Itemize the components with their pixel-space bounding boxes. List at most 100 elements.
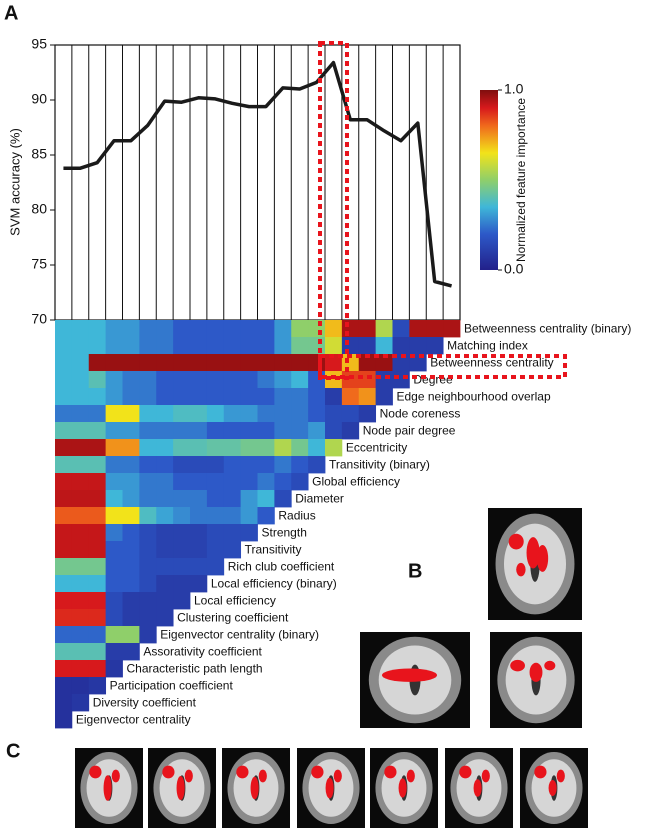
- heatmap-cell: [274, 388, 292, 406]
- heatmap-cell: [190, 541, 208, 559]
- heatmap-cell: [274, 405, 292, 423]
- heatmap-cell: [71, 507, 90, 525]
- activation-blob: [250, 776, 259, 800]
- heatmap-cell: [257, 456, 275, 474]
- heatmap-cell: [156, 575, 174, 593]
- heatmap-cell: [71, 609, 90, 627]
- heatmap-cell: [156, 371, 174, 389]
- heatmap-cell: [105, 541, 123, 559]
- heatmap-cell: [409, 337, 427, 355]
- heatmap-cell: [88, 439, 107, 457]
- heatmap-cell: [173, 524, 191, 542]
- heatmap-cell: [139, 609, 157, 627]
- heatmap-cell: [190, 439, 208, 457]
- heatmap-cell: [122, 490, 140, 508]
- activation-blob: [184, 769, 193, 783]
- heatmap-cell: [122, 609, 140, 627]
- heatmap-cell: [71, 456, 90, 474]
- heatmap-cell: [274, 456, 292, 474]
- heatmap-cell: [105, 422, 123, 440]
- row-label: Node coreness: [380, 407, 461, 421]
- heatmap-cell: [105, 320, 123, 338]
- row-label: Local efficiency: [194, 594, 276, 608]
- heatmap-cell: [358, 337, 377, 355]
- heatmap-cell: [71, 490, 90, 508]
- heatmap-cell: [206, 490, 225, 508]
- heatmap-cell: [55, 643, 73, 661]
- activation-blob: [382, 668, 437, 682]
- heatmap-cell: [223, 473, 242, 491]
- heatmap-cell: [139, 439, 157, 457]
- heatmap-cell: [375, 354, 393, 372]
- heatmap-cell: [173, 320, 191, 338]
- activation-blob: [473, 779, 482, 797]
- heatmap-cell: [257, 473, 275, 491]
- heatmap-cell: [88, 388, 107, 406]
- heatmap-cell: [105, 626, 123, 644]
- activation-blob: [534, 765, 547, 779]
- heatmap-cell: [274, 371, 292, 389]
- heatmap-cell: [122, 626, 140, 644]
- heatmap-cell: [156, 456, 174, 474]
- heatmap-cell: [55, 320, 73, 338]
- heatmap-cell: [105, 337, 123, 355]
- heatmap-cell: [257, 354, 275, 372]
- heatmap-cell: [122, 388, 140, 406]
- heatmap-cell: [122, 524, 140, 542]
- heatmap-cell: [206, 337, 225, 355]
- heatmap-cell: [257, 439, 275, 457]
- heatmap-cell: [206, 473, 225, 491]
- heatmap-cell: [139, 524, 157, 542]
- heatmap-cell: [55, 337, 73, 355]
- heatmap-cell: [71, 320, 90, 338]
- heatmap-cell: [88, 541, 107, 559]
- colorbar-tick-label: 1.0: [504, 81, 524, 97]
- heatmap-cell: [156, 422, 174, 440]
- heatmap-cell: [156, 490, 174, 508]
- activation-blob: [406, 769, 415, 783]
- heatmap-cell: [71, 354, 90, 372]
- heatmap-cell: [392, 320, 410, 338]
- heatmap-cell: [55, 660, 73, 678]
- heatmap-cell: [240, 405, 258, 423]
- heatmap-cell: [409, 354, 427, 372]
- heatmap-cell: [257, 371, 275, 389]
- heatmap-cell: [156, 354, 174, 372]
- heatmap-cell: [257, 490, 275, 508]
- heatmap-cell: [206, 388, 225, 406]
- heatmap-cell: [206, 422, 225, 440]
- heatmap-cell: [88, 626, 107, 644]
- heatmap-cell: [325, 422, 343, 440]
- heatmap-cell: [156, 541, 174, 559]
- activation-blob: [536, 544, 549, 572]
- heatmap-cell: [156, 405, 174, 423]
- heatmap-cell: [190, 337, 208, 355]
- heatmap-cell: [139, 558, 157, 576]
- heatmap-cell: [139, 490, 157, 508]
- row-label: Diameter: [295, 492, 344, 506]
- heatmap-cell: [358, 388, 377, 406]
- heatmap-cell: [206, 507, 225, 525]
- row-label: Matching index: [447, 339, 528, 353]
- activation-blob: [481, 769, 490, 783]
- heatmap-cell: [274, 320, 292, 338]
- heatmap-cell: [88, 558, 107, 576]
- heatmap-cell: [55, 473, 73, 491]
- heatmap-cell: [139, 422, 157, 440]
- row-label: Local efficiency (binary): [211, 577, 337, 591]
- heatmap-cell: [173, 575, 191, 593]
- heatmap-cell: [88, 575, 107, 593]
- heatmap-cell: [105, 439, 123, 457]
- heatmap-cell: [139, 456, 157, 474]
- heatmap-cell: [257, 320, 275, 338]
- heatmap-cell: [173, 388, 191, 406]
- row-label: Participation coefficient: [110, 679, 234, 693]
- row-label: Transitivity (binary): [329, 458, 430, 472]
- heatmap-cell: [341, 320, 360, 338]
- heatmap-cell: [325, 354, 343, 372]
- heatmap-cell: [105, 388, 123, 406]
- heatmap-cell: [139, 354, 157, 372]
- heatmap-cell: [105, 490, 123, 508]
- heatmap-cell: [274, 490, 292, 508]
- row-label: Eccentricity: [346, 441, 407, 455]
